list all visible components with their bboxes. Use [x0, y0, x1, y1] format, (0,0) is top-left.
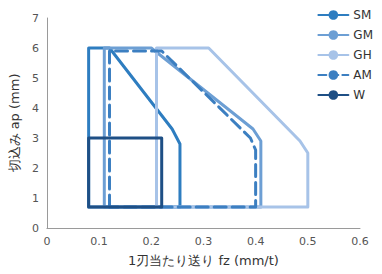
svg-text:0.1: 0.1 [90, 235, 108, 248]
svg-text:0: 0 [43, 235, 50, 248]
svg-text:1: 1 [32, 192, 39, 205]
svg-text:5: 5 [32, 72, 39, 85]
svg-text:0.4: 0.4 [247, 235, 265, 248]
svg-text:7: 7 [32, 12, 39, 25]
svg-text:0.5: 0.5 [299, 235, 317, 248]
svg-text:0.2: 0.2 [143, 235, 161, 248]
svg-text:1刃当たり送り fz (mm/t): 1刃当たり送り fz (mm/t) [128, 253, 279, 268]
svg-text:6: 6 [32, 42, 39, 55]
svg-text:3: 3 [32, 132, 39, 145]
svg-text:0: 0 [32, 222, 39, 235]
svg-text:切込み ap (mm): 切込み ap (mm) [7, 74, 22, 173]
svg-text:W: W [353, 88, 365, 102]
svg-text:0.3: 0.3 [195, 235, 213, 248]
svg-text:2: 2 [32, 162, 39, 175]
svg-text:SM: SM [353, 8, 371, 22]
svg-text:GM: GM [353, 28, 373, 42]
svg-text:GH: GH [353, 48, 371, 62]
svg-text:4: 4 [32, 102, 39, 115]
svg-text:0.6: 0.6 [351, 235, 369, 248]
svg-text:AM: AM [353, 68, 372, 82]
